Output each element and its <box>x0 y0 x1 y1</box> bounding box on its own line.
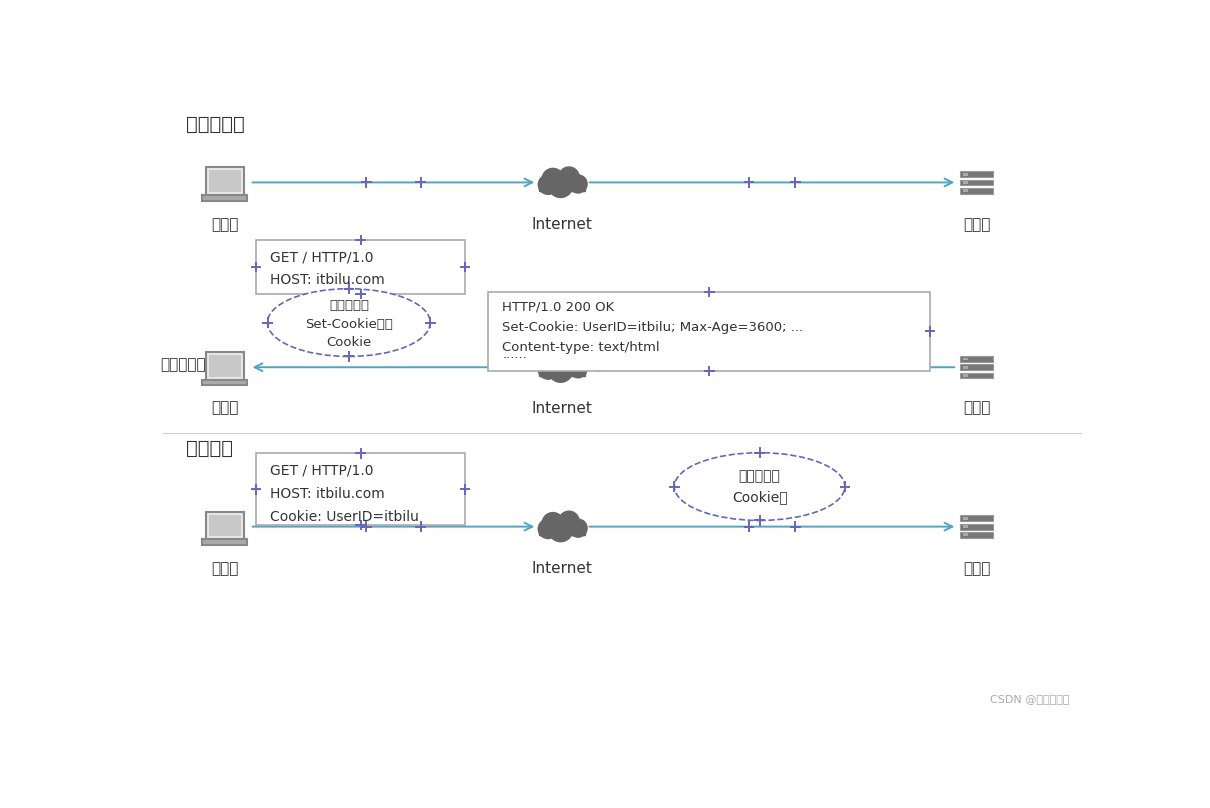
Text: HOST: itbilu.com: HOST: itbilu.com <box>270 273 385 287</box>
Text: Internet: Internet <box>531 562 593 576</box>
Circle shape <box>569 175 587 193</box>
Circle shape <box>559 167 580 187</box>
Text: Internet: Internet <box>531 401 593 415</box>
Text: Cookie: Cookie <box>327 336 371 349</box>
Circle shape <box>542 512 564 534</box>
Text: 服务器: 服务器 <box>963 217 990 232</box>
Circle shape <box>569 520 587 537</box>
Bar <box>963 366 968 368</box>
Text: 服务器响应: 服务器响应 <box>161 357 206 372</box>
Bar <box>255 240 465 294</box>
Bar <box>961 532 993 538</box>
Text: 服务器解析: 服务器解析 <box>738 469 780 483</box>
Circle shape <box>548 173 572 197</box>
Bar <box>961 171 993 177</box>
Bar <box>963 181 968 184</box>
Text: Set-Cookie: UserID=itbilu; Max-Age=3600; ...: Set-Cookie: UserID=itbilu; Max-Age=3600;… <box>502 321 803 334</box>
Text: 服务器: 服务器 <box>963 562 990 576</box>
Circle shape <box>542 353 564 375</box>
Ellipse shape <box>267 288 431 356</box>
Text: HOST: itbilu.com: HOST: itbilu.com <box>270 486 385 500</box>
Bar <box>208 170 241 192</box>
Text: 第一次请求: 第一次请求 <box>186 116 244 134</box>
Bar <box>961 524 993 529</box>
Text: Cookie值: Cookie值 <box>732 490 788 504</box>
Text: CSDN @黑夜开发者: CSDN @黑夜开发者 <box>990 694 1070 704</box>
Text: 客户端根据: 客户端根据 <box>329 299 369 312</box>
FancyBboxPatch shape <box>202 380 247 385</box>
FancyBboxPatch shape <box>202 196 247 200</box>
Text: 客户端: 客户端 <box>212 401 238 415</box>
Ellipse shape <box>674 452 845 520</box>
Text: ......: ...... <box>502 347 528 360</box>
FancyBboxPatch shape <box>202 539 247 545</box>
FancyBboxPatch shape <box>206 352 244 380</box>
Circle shape <box>559 351 580 372</box>
Bar <box>963 525 968 528</box>
Bar <box>963 517 968 520</box>
Bar <box>961 516 993 521</box>
Text: 客户端: 客户端 <box>212 562 238 576</box>
FancyBboxPatch shape <box>206 511 244 539</box>
Bar <box>963 189 968 192</box>
Bar <box>961 187 993 194</box>
Circle shape <box>548 358 572 382</box>
Bar <box>538 183 584 191</box>
Bar <box>255 453 465 525</box>
Bar <box>963 173 968 175</box>
Bar <box>963 358 968 360</box>
Text: Cookie: UserID=itbilu: Cookie: UserID=itbilu <box>270 510 419 524</box>
Text: Set-Cookie设置: Set-Cookie设置 <box>305 318 393 330</box>
Circle shape <box>559 511 580 532</box>
Circle shape <box>548 517 572 541</box>
Circle shape <box>538 360 558 379</box>
FancyBboxPatch shape <box>206 167 244 196</box>
Bar <box>489 292 930 371</box>
Bar <box>963 374 968 377</box>
Bar <box>961 364 993 370</box>
Bar <box>538 368 584 376</box>
Text: GET / HTTP/1.0: GET / HTTP/1.0 <box>270 250 374 264</box>
Bar <box>208 515 241 537</box>
Bar <box>961 179 993 185</box>
Circle shape <box>538 520 558 539</box>
Circle shape <box>542 168 564 190</box>
Text: 再次请求: 再次请求 <box>186 439 234 457</box>
Text: Internet: Internet <box>531 217 593 232</box>
Text: Content-type: text/html: Content-type: text/html <box>502 341 659 354</box>
Circle shape <box>538 175 558 195</box>
Bar <box>208 356 241 377</box>
Bar <box>538 527 584 535</box>
Text: 客户端: 客户端 <box>212 217 238 232</box>
Text: GET / HTTP/1.0: GET / HTTP/1.0 <box>270 464 374 478</box>
Circle shape <box>569 360 587 378</box>
Text: HTTP/1.0 200 OK: HTTP/1.0 200 OK <box>502 301 615 314</box>
Text: 服务器: 服务器 <box>963 401 990 415</box>
Bar <box>961 356 993 362</box>
Bar <box>961 372 993 378</box>
Bar <box>963 533 968 537</box>
